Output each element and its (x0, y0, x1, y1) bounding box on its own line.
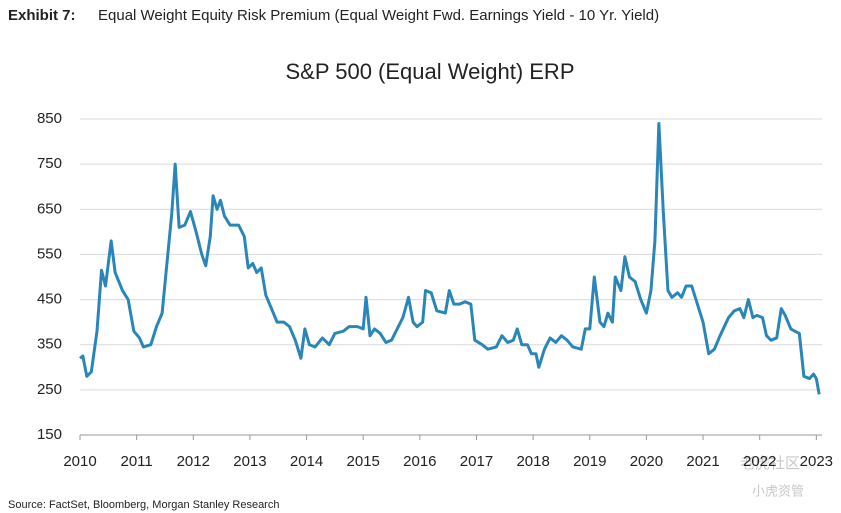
exhibit-text: Equal Weight Equity Risk Premium (Equal … (98, 7, 659, 24)
y-tick-label: 250 (37, 381, 62, 398)
x-tick-label: 2023 (800, 453, 833, 470)
watermark: 老虎社区 (740, 455, 800, 472)
x-tick-label: 2016 (403, 453, 436, 470)
x-tick-label: 2020 (630, 453, 663, 470)
x-tick-label: 2019 (573, 453, 606, 470)
x-tick-label: 2021 (686, 453, 719, 470)
x-tick-label: 2011 (121, 453, 153, 470)
x-tick-label: 2013 (233, 453, 266, 470)
x-tick-label: 2017 (460, 453, 493, 470)
y-tick-label: 450 (37, 291, 62, 308)
y-tick-label: 550 (37, 245, 62, 262)
source: Source: FactSet, Bloomberg, Morgan Stanl… (8, 499, 279, 511)
y-tick-label: 350 (37, 336, 62, 353)
x-tick-label: 2012 (177, 453, 210, 470)
y-tick-label: 150 (37, 426, 62, 443)
x-tick-label: 2014 (290, 453, 323, 470)
exhibit-label: Exhibit 7: (8, 7, 76, 24)
y-tick-label: 650 (37, 200, 62, 217)
x-tick-label: 2022 (743, 453, 776, 470)
data-line (79, 122, 821, 395)
x-tick-label: 2015 (347, 453, 380, 470)
y-tick-label: 750 (37, 155, 62, 172)
watermark: 小虎资管 (752, 483, 804, 498)
x-tick-label: 2010 (63, 453, 96, 470)
y-tick-label: 850 (37, 110, 62, 127)
chart-title: S&P 500 (Equal Weight) ERP (285, 59, 574, 84)
x-tick-label: 2018 (516, 453, 549, 470)
